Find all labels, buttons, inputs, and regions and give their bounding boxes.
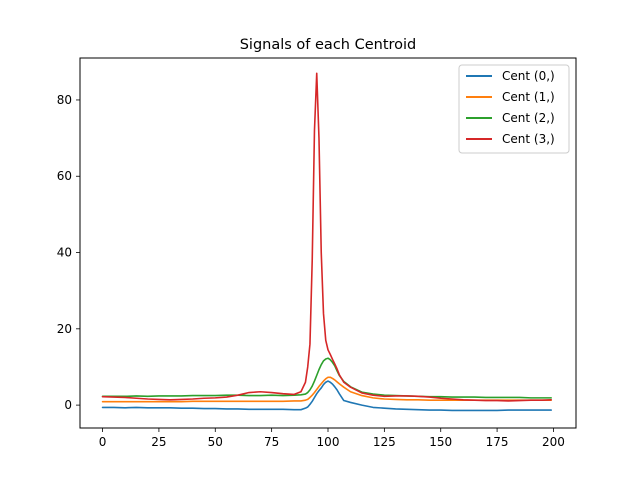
legend-box: [458, 64, 570, 154]
x-tick-label: 175: [486, 435, 509, 449]
legend-label: Cent (3,): [502, 132, 555, 146]
x-tick-label: 150: [429, 435, 452, 449]
legend-label: Cent (2,): [502, 111, 555, 125]
series-line-cent-0: [101, 380, 553, 412]
y-axis-ticks: 0 20 40 60 80: [57, 93, 80, 412]
y-tick-label: 80: [57, 93, 72, 107]
series-line-cent-1: [101, 376, 553, 403]
legend-label: Cent (0,): [502, 69, 555, 83]
x-tick-label: 25: [151, 435, 166, 449]
x-tick-label: 50: [208, 435, 223, 449]
chart-title: Signals of each Centroid: [240, 37, 417, 53]
y-tick-label: 60: [57, 169, 72, 183]
legend-label: Cent (1,): [502, 90, 555, 104]
x-tick-label: 100: [317, 435, 340, 449]
x-tick-label: 75: [264, 435, 279, 449]
y-tick-label: 40: [57, 246, 72, 260]
series-line-cent-3: [101, 72, 553, 402]
legend: Cent (0,) Cent (1,) Cent (2,) Cent (3,): [458, 64, 570, 154]
plot-frame: [79, 57, 577, 429]
series-lines: [101, 72, 553, 412]
y-tick-label: 20: [57, 322, 72, 336]
x-axis-ticks: 0 25 50 75 100 125 150 175 200: [99, 428, 565, 449]
x-tick-label: 0: [99, 435, 107, 449]
x-tick-label: 200: [542, 435, 565, 449]
series-line-cent-2: [101, 357, 553, 399]
x-tick-label: 125: [373, 435, 396, 449]
y-tick-label: 0: [64, 398, 72, 412]
